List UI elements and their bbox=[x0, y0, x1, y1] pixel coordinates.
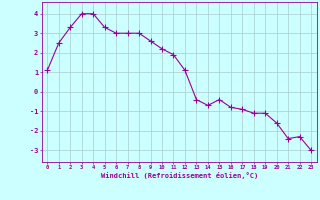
X-axis label: Windchill (Refroidissement éolien,°C): Windchill (Refroidissement éolien,°C) bbox=[100, 172, 258, 179]
